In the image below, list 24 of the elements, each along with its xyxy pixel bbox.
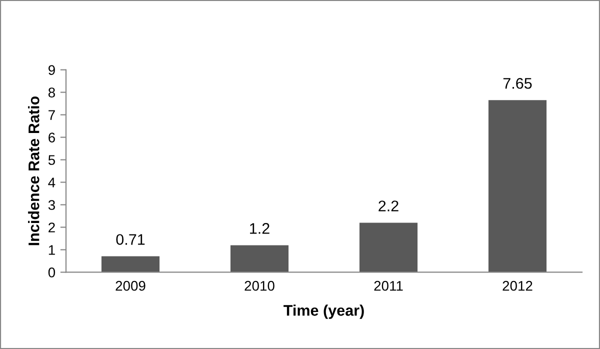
bar bbox=[230, 245, 289, 272]
bar bbox=[359, 222, 418, 272]
x-tick-label: 2011 bbox=[374, 280, 403, 291]
y-tick-label: 0 bbox=[48, 268, 56, 278]
x-tick-label: 2010 bbox=[244, 280, 274, 291]
x-tick-label: 2012 bbox=[502, 280, 532, 291]
y-tick-label: 7 bbox=[48, 110, 55, 120]
y-tick-label: 3 bbox=[48, 200, 55, 210]
y-tick-label: 6 bbox=[48, 132, 55, 142]
y-axis-title: Incidence Rate Ratio bbox=[28, 96, 40, 246]
y-tick-label: 5 bbox=[48, 155, 55, 165]
y-tick-label: 2 bbox=[48, 222, 55, 232]
data-label: 0.71 bbox=[116, 234, 145, 245]
y-tick-label: 4 bbox=[48, 178, 56, 188]
bar bbox=[101, 256, 160, 272]
data-label: 1.2 bbox=[250, 223, 270, 234]
bar bbox=[488, 100, 547, 272]
y-tick-label: 8 bbox=[48, 88, 55, 98]
data-label: 7.65 bbox=[503, 78, 532, 89]
y-tick-label: 9 bbox=[48, 65, 55, 75]
x-tick-label: 2009 bbox=[116, 280, 146, 291]
y-tick-label: 1 bbox=[48, 245, 55, 255]
x-axis-title: Time (year) bbox=[284, 304, 364, 319]
data-label: 2.2 bbox=[378, 200, 398, 212]
